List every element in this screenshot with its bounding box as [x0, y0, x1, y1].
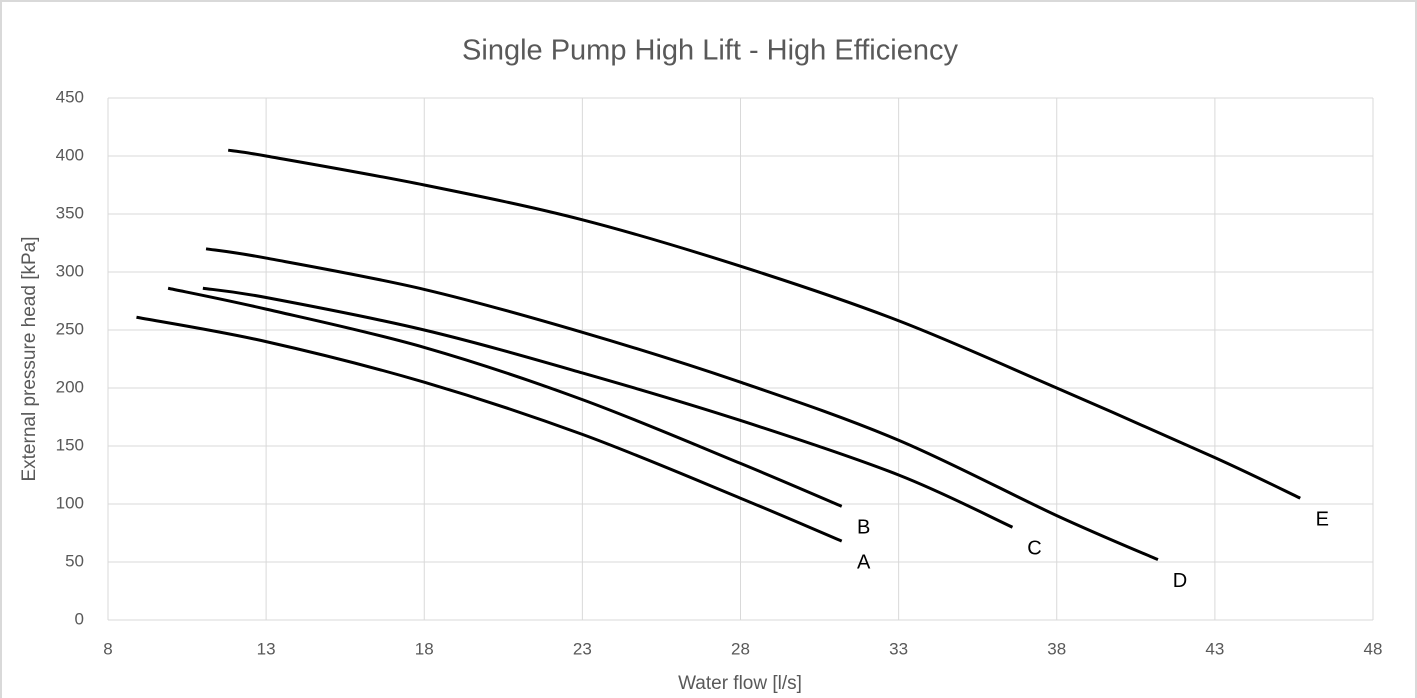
y-tick-label: 350 [56, 203, 84, 222]
y-tick-label: 450 [56, 87, 84, 106]
x-tick-label: 23 [573, 639, 592, 658]
x-tick-label: 18 [415, 639, 434, 658]
x-axis-label: Water flow [l/s] [678, 673, 802, 694]
curve-label: C [1027, 537, 1041, 559]
x-tick-label: 43 [1205, 639, 1224, 658]
curve [205, 247, 1159, 562]
y-axis-label: External pressure head [kPa] [19, 236, 40, 481]
curve [136, 315, 843, 543]
y-tick-label: 150 [56, 435, 84, 454]
chart-title: Single Pump High Lift - High Efficiency [462, 35, 958, 67]
curve [167, 286, 843, 508]
curve-label: A [857, 551, 871, 573]
x-tick-label: 33 [889, 639, 908, 658]
curve-label: E [1316, 508, 1329, 530]
y-tick-label: 300 [56, 261, 84, 280]
y-tick-label: 400 [56, 145, 84, 164]
y-tick-label: 250 [56, 319, 84, 338]
x-tick-label: 38 [1047, 639, 1066, 658]
curve-label: D [1173, 570, 1187, 592]
y-tick-label: 0 [75, 609, 84, 628]
x-tick-label: 13 [257, 639, 276, 658]
x-tick-label: 48 [1364, 639, 1383, 658]
curve-label: B [857, 517, 870, 539]
y-tick-label: 200 [56, 377, 84, 396]
x-tick-label: 28 [731, 639, 750, 658]
y-tick-label: 50 [65, 551, 84, 570]
x-tick-label: 8 [103, 639, 112, 658]
curve [202, 286, 1014, 529]
curve [227, 148, 1301, 500]
y-tick-label: 100 [56, 493, 84, 512]
